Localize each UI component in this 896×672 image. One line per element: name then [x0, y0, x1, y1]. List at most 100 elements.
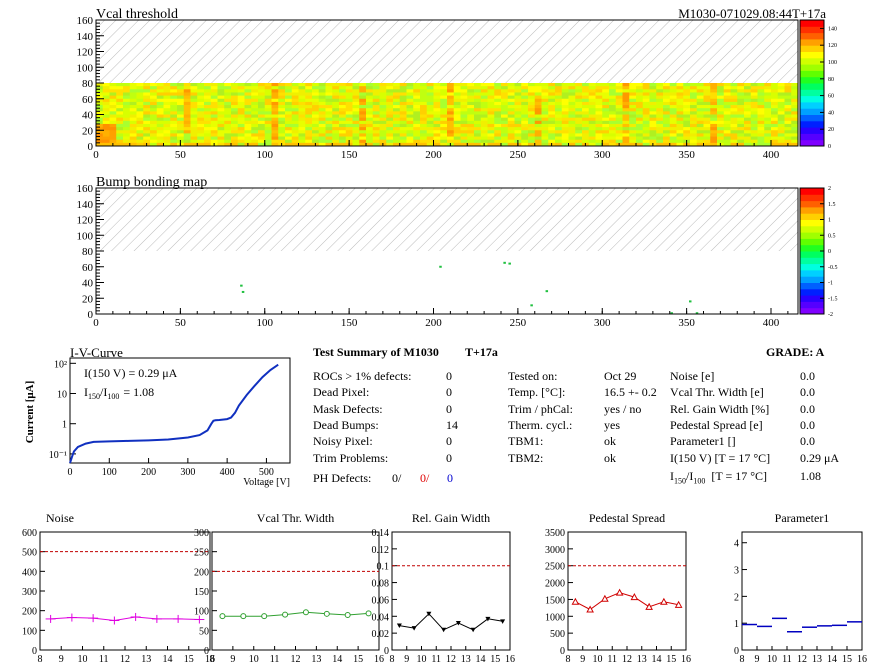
- heatmap-cell: [123, 133, 131, 137]
- y-tick-label: 40: [82, 110, 94, 122]
- heatmap-cell: [156, 123, 164, 128]
- heatmap-cell: [777, 120, 785, 125]
- heatmap-cell: [750, 117, 758, 122]
- heatmap-cell: [717, 120, 725, 125]
- small-x-tick-label: 8: [38, 654, 43, 665]
- heatmap-cell: [190, 127, 198, 131]
- heatmap-cell: [440, 117, 448, 122]
- heatmap-cell: [528, 111, 536, 115]
- heatmap-cell: [420, 95, 428, 100]
- heatmap-cell: [561, 114, 569, 119]
- heatmap-cell: [582, 101, 590, 106]
- heatmap-cell: [224, 133, 232, 137]
- heatmap-cell: [777, 111, 785, 115]
- heatmap-cell: [156, 133, 164, 137]
- scale-swatch: [800, 276, 824, 283]
- heatmap-cell: [453, 120, 461, 125]
- heatmap-cell: [332, 114, 340, 119]
- heatmap-cell: [474, 89, 482, 93]
- heatmap-cell: [717, 108, 725, 112]
- x-tick-label: 200: [425, 149, 442, 161]
- heatmap-cell: [170, 133, 178, 137]
- heatmap-cell: [278, 95, 286, 100]
- heatmap-cell: [325, 98, 333, 103]
- heatmap-cell: [750, 98, 758, 103]
- heatmap-cell: [609, 86, 617, 90]
- heatmap-cell: [413, 117, 421, 122]
- heatmap-cell: [399, 120, 407, 125]
- heatmap-cell: [318, 101, 326, 106]
- heatmap-cell: [696, 108, 704, 112]
- heatmap-cell: [737, 83, 745, 87]
- heatmap-cell: [642, 86, 650, 90]
- heatmap-cell: [318, 127, 326, 131]
- heatmap-cell: [399, 111, 407, 115]
- heatmap-cell: [669, 142, 677, 147]
- heatmap-cell: [379, 86, 387, 90]
- heatmap-cell: [615, 123, 623, 128]
- heatmap-cell: [683, 136, 691, 141]
- ph-defects-label: PH Defects:: [313, 471, 372, 485]
- heatmap-cell: [372, 83, 380, 87]
- heatmap-cell: [116, 142, 124, 147]
- heatmap-cell: [656, 101, 664, 106]
- heatmap-cell: [501, 142, 509, 147]
- heatmap-cell: [433, 89, 441, 93]
- heatmap-cell: [318, 86, 326, 90]
- heatmap-cell: [413, 123, 421, 128]
- heatmap-cell: [312, 139, 320, 144]
- result-value: 0.0: [800, 434, 815, 449]
- heatmap-cell: [494, 123, 502, 128]
- heatmap-cell: [636, 95, 644, 100]
- heatmap-cell: [717, 139, 725, 144]
- heatmap-cell: [622, 111, 630, 115]
- heatmap-cell: [690, 117, 698, 122]
- heatmap-cell: [649, 133, 657, 137]
- heatmap-cell: [251, 123, 259, 128]
- heatmap-cell: [291, 108, 299, 112]
- heatmap-cell: [278, 105, 286, 109]
- heatmap-cell: [406, 139, 414, 144]
- heatmap-cell: [494, 111, 502, 115]
- heatmap-cell: [528, 83, 536, 87]
- heatmap-cell: [602, 95, 610, 100]
- heatmap-cell: [291, 86, 299, 90]
- iv-x-tick-label: 100: [102, 467, 117, 478]
- heatmap-cell: [393, 127, 401, 131]
- scale-label: 100: [828, 60, 837, 66]
- x-tick-label: 100: [257, 317, 274, 329]
- heatmap-cell: [278, 120, 286, 125]
- heatmap-cell: [777, 105, 785, 109]
- heatmap-cell: [163, 123, 171, 128]
- heatmap-cell: [150, 114, 158, 119]
- heatmap-cell: [271, 92, 279, 96]
- heatmap-cell: [622, 86, 630, 90]
- heatmap-cell: [710, 114, 718, 119]
- heatmap-cell: [217, 111, 225, 115]
- heatmap-cell: [372, 120, 380, 125]
- y-tick-label: 0: [88, 141, 94, 153]
- heatmap-cell: [379, 95, 387, 100]
- heatmap-cell: [690, 92, 698, 96]
- heatmap-cell: [285, 105, 293, 109]
- heatmap-cell: [406, 133, 414, 137]
- heatmap-cell: [602, 98, 610, 103]
- heatmap-cell: [595, 98, 603, 103]
- heatmap-cell: [406, 92, 414, 96]
- heatmap-cell: [453, 83, 461, 87]
- heatmap-cell: [420, 114, 428, 119]
- heatmap-cell: [750, 111, 758, 115]
- heatmap-cell: [298, 98, 306, 103]
- heatmap-cell: [426, 92, 434, 96]
- heatmap-cell: [352, 136, 360, 141]
- heatmap-cell: [453, 95, 461, 100]
- condition-label: TBM1:: [508, 434, 544, 449]
- heatmap-cell: [366, 130, 374, 134]
- heatmap-cell: [710, 133, 718, 137]
- heatmap-cell: [656, 139, 664, 144]
- heatmap-cell: [744, 92, 752, 96]
- heatmap-cell: [217, 83, 225, 87]
- heatmap-cell: [285, 139, 293, 144]
- heatmap-cell: [224, 120, 232, 125]
